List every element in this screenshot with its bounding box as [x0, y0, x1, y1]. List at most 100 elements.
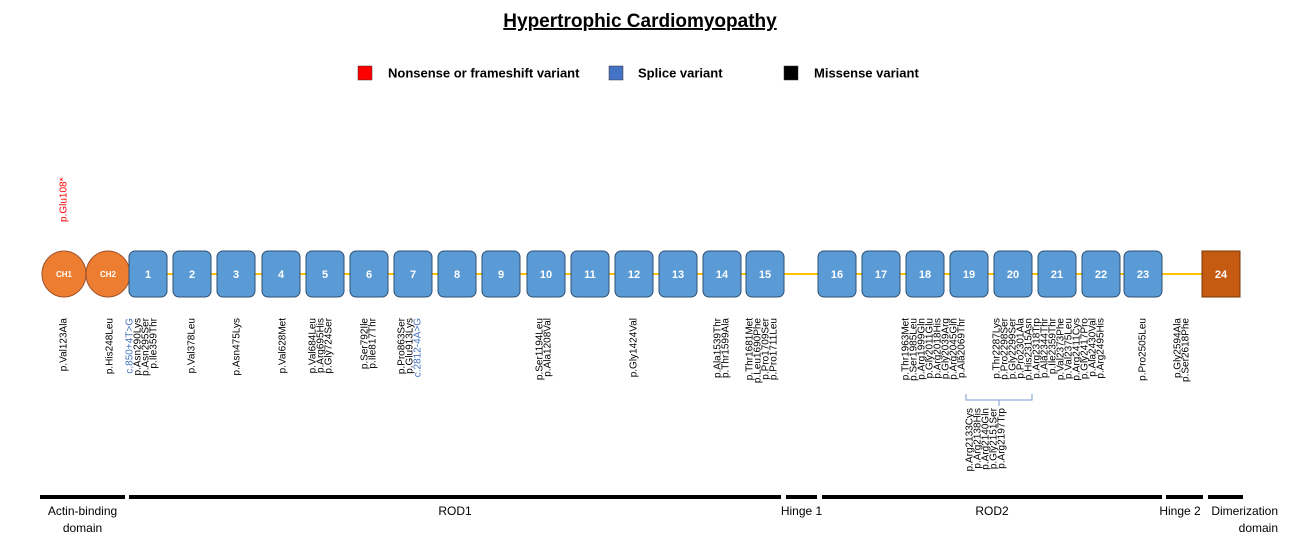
exon-box: [658, 250, 698, 298]
domain-label: Hinge 1: [781, 504, 823, 518]
variant-label: p.Arg2138His: [973, 408, 984, 469]
node-label: 9: [498, 269, 504, 281]
node-label: 24: [1215, 269, 1228, 281]
node-label: 14: [716, 269, 729, 281]
variant-label: p.Ile817Thr: [368, 317, 379, 368]
node-label: 12: [628, 269, 640, 281]
variant-label: p.Ala2069Thr: [957, 317, 968, 378]
node-label: 8: [454, 269, 460, 281]
variant-label: p.Arg2018His: [933, 318, 944, 379]
exon-box: [216, 250, 256, 298]
exon-box: [305, 250, 345, 298]
variant-label: c.2812-4A>G: [413, 318, 424, 377]
variant-label: p.Gly1424Val: [629, 318, 640, 377]
exon-box: [949, 250, 989, 298]
legend-swatch: [608, 65, 624, 81]
node-label: 2: [189, 269, 195, 281]
node-label: 6: [366, 269, 372, 281]
node-label: 20: [1007, 269, 1019, 281]
legend-label: Missense variant: [814, 65, 919, 80]
domain-label: domain: [1239, 521, 1278, 535]
variant-label: p.Pro863Ser: [397, 317, 408, 374]
variant-label: p.Gly2594Ala: [1173, 318, 1184, 378]
node-label: 13: [672, 269, 684, 281]
node-label: 11: [584, 269, 596, 281]
domain-label: ROD2: [975, 504, 1009, 518]
nonsense-variant: p.Glu108*: [59, 177, 70, 222]
variant-label: p.Val378Leu: [187, 318, 198, 373]
variant-label: p.Ile2359Thr: [1048, 317, 1059, 374]
variant-label: p.Gly2417Pro: [1080, 318, 1091, 380]
node-label: 23: [1137, 269, 1149, 281]
variant-label: p.Thr1681Met: [745, 318, 756, 380]
variant-label: p.Pro1711Leu: [769, 318, 780, 380]
node-label: 22: [1095, 269, 1107, 281]
domain-label: ROD1: [438, 504, 472, 518]
exon-box: [393, 250, 433, 298]
variant-label: p.Val2373Phe: [1056, 318, 1067, 381]
variant-label: p.Arg2318Trp: [1032, 318, 1043, 379]
exon-box: [1081, 250, 1121, 298]
variant-label: p.Pro1709Ser: [761, 317, 772, 379]
exon-box: [172, 250, 212, 298]
variant-label: p.Ala2344Thr: [1040, 317, 1051, 378]
node-label: 4: [278, 269, 285, 281]
variant-label: p.Val684Leu: [308, 318, 319, 373]
variant-label: p.Pro2301Ala: [1016, 318, 1027, 379]
variant-label: p.Ser1194Leu: [535, 318, 546, 380]
domain-label: Dimerization: [1211, 504, 1278, 518]
node-label: 18: [919, 269, 931, 281]
variant-label: p.Pro2505Leu: [1138, 318, 1149, 381]
variant-label: p.Val123Ala: [59, 318, 70, 372]
node-label: CH1: [56, 270, 73, 279]
exon-box: [1037, 250, 1077, 298]
variant-label: p.His248Leu: [105, 318, 116, 374]
end-box: [1201, 250, 1241, 298]
legend-swatch: [357, 65, 373, 81]
variant-label: p.Gly724Ser: [324, 317, 335, 373]
variant-label: p.Gly2299Ser: [1008, 317, 1019, 379]
exon-box: [349, 250, 389, 298]
exon-box: [905, 250, 945, 298]
variant-label: p.Ala2430Val: [1088, 318, 1099, 377]
exon-box: [993, 250, 1033, 298]
variant-label: p.Arg2197Trp: [997, 408, 1008, 469]
node-label: 5: [322, 269, 328, 281]
domain-label: domain: [63, 521, 102, 535]
exon-box: [570, 250, 610, 298]
bracket: [965, 394, 1033, 406]
exon-box: [437, 250, 477, 298]
variant-label: p.Ile359Thr: [149, 317, 160, 368]
node-label: 21: [1051, 269, 1063, 281]
variant-label: p.Gly2011Glu: [925, 318, 936, 378]
variant-label: p.Gly2151Ser: [989, 407, 1000, 469]
domain-label: Actin-binding: [48, 504, 117, 518]
variant-label: p.Asn290Lys: [133, 318, 144, 375]
exon-box: [128, 250, 168, 298]
exon-box: [526, 250, 566, 298]
variant-label: p.Asn475Lys: [232, 318, 243, 375]
legend-label: Nonsense or frameshift variant: [388, 65, 580, 80]
variant-label: p.Leu1690Phe: [753, 318, 764, 384]
variant-label: p.Ser1985Leu: [909, 318, 920, 381]
variant-label: p.Val628Met: [278, 318, 289, 374]
variant-label: p.Arg2495His: [1096, 318, 1107, 379]
node-label: 10: [540, 269, 552, 281]
variant-label: p.Arg2045Gln: [949, 318, 960, 380]
variant-label: p.Ser792Ile: [360, 318, 371, 370]
title: Hypertrophic Cardiomyopathy: [503, 11, 777, 32]
variant-label: p.Thr2287Lys: [992, 318, 1003, 379]
variant-label: p.Glu913Lys: [405, 318, 416, 374]
node-label: 3: [233, 269, 239, 281]
variant-label: p.Pro2298Ser: [1000, 317, 1011, 379]
node-label: 19: [963, 269, 975, 281]
exon-box: [861, 250, 901, 298]
variant-label: p.Thr1963Met: [901, 318, 912, 380]
variant-label: p.Gly2039Arg: [941, 318, 952, 379]
variant-label: p.Ala1208Val: [543, 318, 554, 377]
node-label: 15: [759, 269, 771, 281]
variant-label: p.Ser2618Phe: [1181, 318, 1192, 382]
exon-box: [1123, 250, 1163, 298]
node-label: 7: [410, 269, 416, 281]
